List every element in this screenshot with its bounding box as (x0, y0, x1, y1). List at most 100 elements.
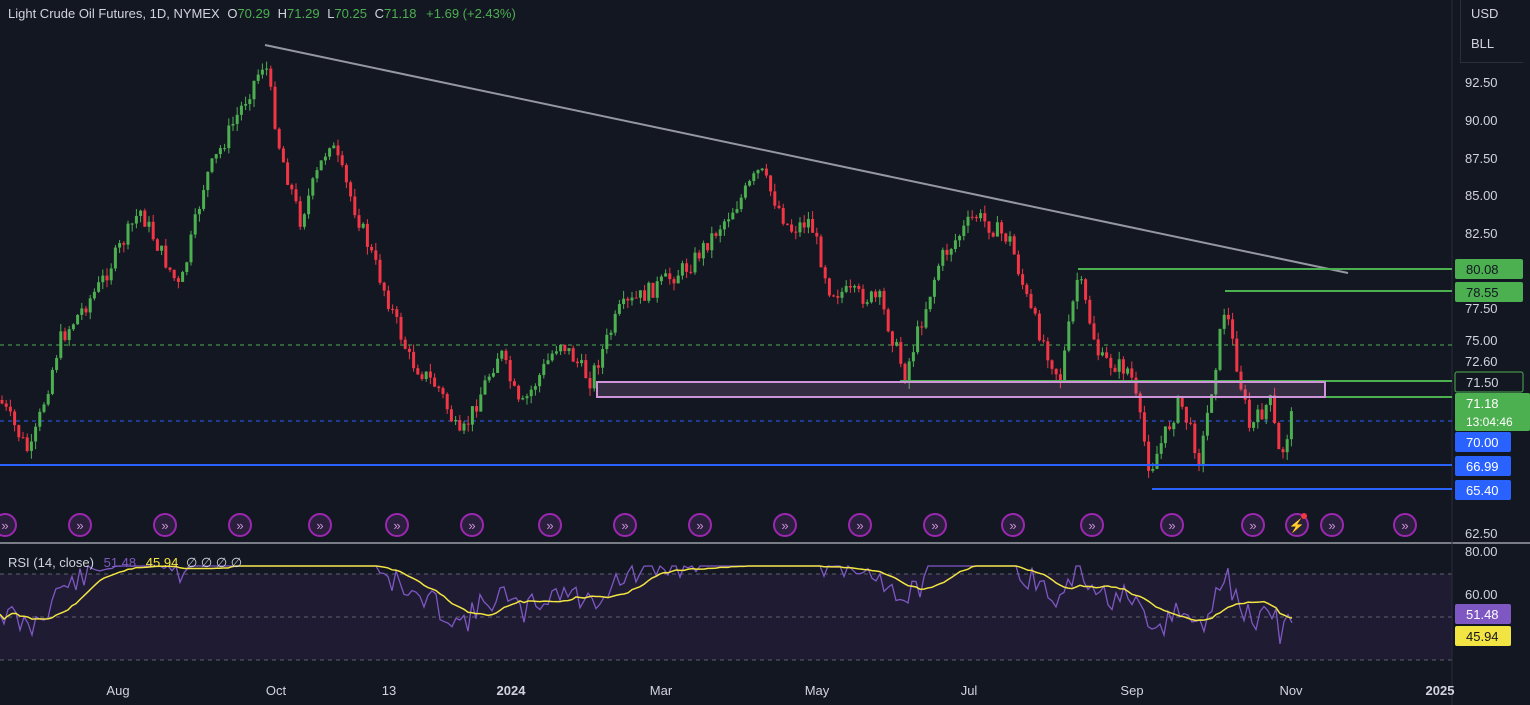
candle-body (1147, 441, 1151, 471)
candle-body (525, 396, 529, 399)
candle-body (1012, 236, 1016, 255)
currency-unit[interactable]: USD (1471, 6, 1499, 21)
candle-body (1268, 395, 1272, 406)
badge-70-00 (1455, 432, 1511, 452)
candle-body (1159, 443, 1163, 454)
candle-body (529, 389, 533, 397)
candle-body (311, 178, 315, 196)
candle-body (542, 363, 546, 376)
candle-body (1096, 339, 1100, 356)
badge-78-55-text: 78.55 (1466, 285, 1499, 300)
candle-body (248, 99, 252, 104)
candle-body (987, 221, 991, 233)
candle-body (798, 222, 802, 233)
event-icon[interactable] (538, 513, 562, 537)
event-icon[interactable] (773, 513, 797, 537)
candle-body (155, 239, 159, 251)
candle-body (202, 190, 206, 209)
candlestick-series[interactable] (0, 61, 1293, 478)
candle-body (697, 252, 701, 259)
price-legend[interactable]: Light Crude Oil Futures, 1D, NYMEX O70.2… (8, 6, 516, 21)
candle-body (407, 348, 411, 352)
downtrend-line[interactable] (264, 44, 1349, 274)
candle-body (0, 400, 4, 404)
flash-event-icon[interactable] (1285, 513, 1309, 537)
unit-selector[interactable]: USD BLL (1460, 0, 1523, 63)
candle-body (722, 221, 726, 230)
event-icon[interactable] (1393, 513, 1417, 537)
supply-zone-rect[interactable] (596, 381, 1326, 398)
notification-dot (1301, 513, 1307, 519)
candle-body (260, 69, 264, 75)
candle-body (823, 267, 827, 279)
badge-65-40 (1455, 480, 1511, 500)
event-icon[interactable] (1160, 513, 1184, 537)
close-label: C (374, 6, 384, 21)
event-icon[interactable] (923, 513, 947, 537)
event-icon[interactable] (385, 513, 409, 537)
event-icon[interactable] (1080, 513, 1104, 537)
candle-body (1285, 439, 1289, 453)
event-icon[interactable] (460, 513, 484, 537)
candle-body (1084, 279, 1088, 300)
candle-body (437, 386, 441, 389)
candle-body (328, 148, 332, 157)
candle-body (731, 212, 735, 220)
rsi-ma-badge (1455, 626, 1511, 646)
event-icon[interactable] (68, 513, 92, 537)
candle-body (953, 240, 957, 250)
candle-body (1201, 435, 1205, 465)
candle-body (1277, 422, 1281, 450)
candle-body (1273, 395, 1277, 423)
event-icon-glyph: » (236, 518, 243, 533)
candle-body (332, 145, 336, 149)
candle-body (878, 291, 882, 298)
candle-body (80, 308, 84, 315)
candle-body (294, 189, 298, 202)
candle-body (1046, 341, 1050, 361)
candle-body (714, 233, 718, 236)
event-icon[interactable] (1001, 513, 1025, 537)
candle-body (1260, 409, 1264, 420)
rsi-title[interactable]: RSI (14, close) (8, 555, 94, 570)
candle-body (403, 339, 407, 349)
candle-body (382, 282, 386, 291)
candle-body (643, 290, 647, 301)
candle-body (1021, 274, 1025, 285)
measure-unit[interactable]: BLL (1471, 36, 1495, 51)
event-icon[interactable] (153, 513, 177, 537)
candle-body (151, 221, 155, 240)
candle-body (794, 231, 798, 233)
event-icon[interactable] (688, 513, 712, 537)
candle-body (88, 298, 92, 313)
event-icon-glyph: » (1249, 518, 1256, 533)
candle-body (500, 350, 504, 359)
candle-body (592, 365, 596, 389)
candle-body (290, 184, 294, 190)
event-icon[interactable] (0, 513, 17, 537)
event-icon[interactable] (1241, 513, 1265, 537)
event-icon[interactable] (613, 513, 637, 537)
candle-body (227, 125, 231, 149)
event-icon-glyph: » (1, 518, 8, 533)
candle-body (1042, 340, 1046, 342)
candle-body (113, 247, 117, 269)
candle-body (693, 252, 697, 273)
candle-body (349, 182, 353, 197)
candle-body (916, 326, 920, 353)
symbol-title[interactable]: Light Crude Oil Futures, 1D, NYMEX (8, 6, 220, 21)
candle-body (672, 279, 676, 284)
event-icon[interactable] (1320, 513, 1344, 537)
rsi-legend[interactable]: RSI (14, close) 51.48 45.94 ∅ ∅ ∅ ∅ (8, 555, 242, 571)
rsi-badge-text: 51.48 (1466, 607, 1499, 622)
candle-body (223, 148, 227, 150)
event-icon[interactable] (848, 513, 872, 537)
candle-body (832, 295, 836, 297)
candle-body (634, 297, 638, 299)
candle-body (647, 282, 651, 301)
candle-body (546, 360, 550, 364)
event-markers[interactable]: » » » » » » » » » » » » » » » » » » » ⚡ (0, 513, 1417, 537)
event-icon[interactable] (228, 513, 252, 537)
event-icon[interactable] (308, 513, 332, 537)
